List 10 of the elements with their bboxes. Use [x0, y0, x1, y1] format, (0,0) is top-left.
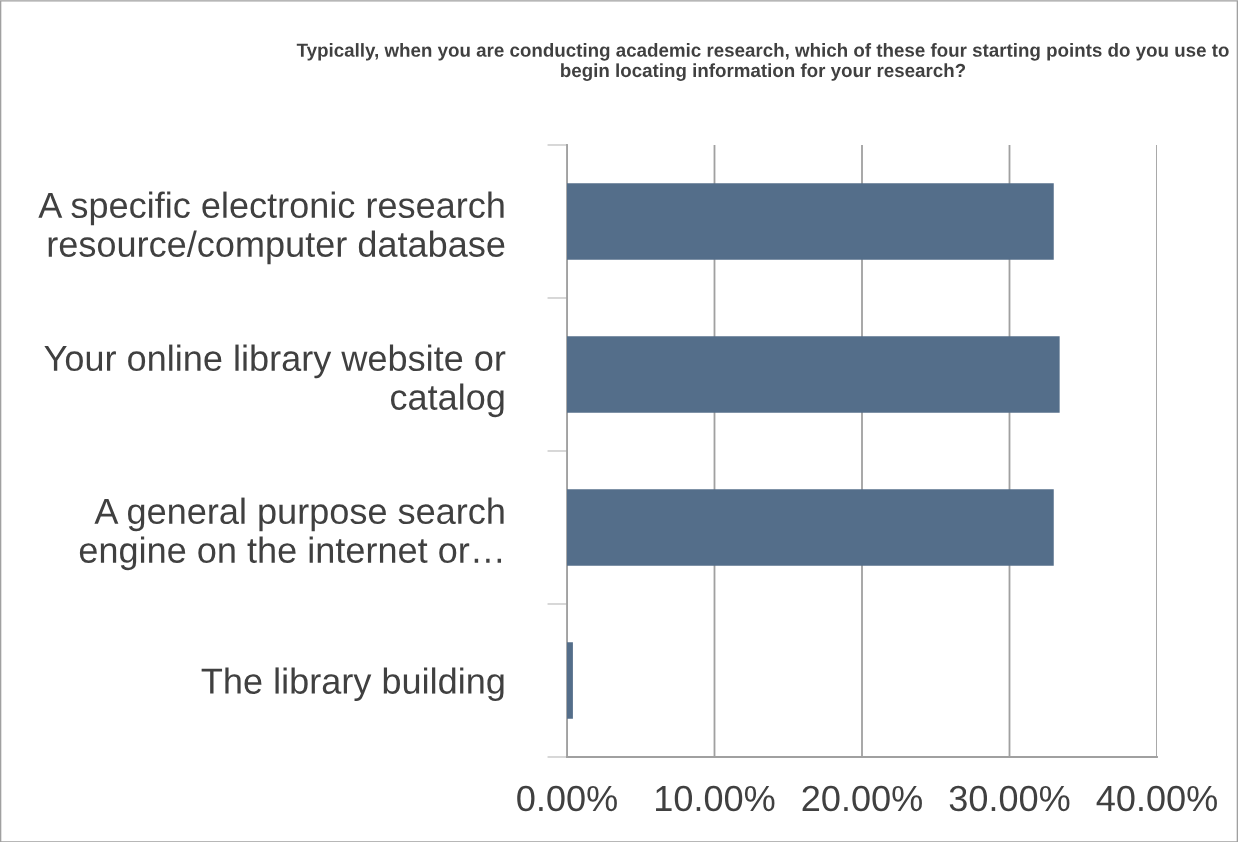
x-tick-label: 30.00% [949, 785, 1070, 812]
y-tick-label: A general purpose search engine on the internet or… [79, 497, 504, 571]
x-tick-label: 20.00% [802, 785, 922, 812]
x-tick-label: 40.00% [1096, 785, 1217, 812]
y-tick-label: Your online library website or catalog [44, 344, 506, 418]
x-tick-label: 0.00% [517, 785, 617, 812]
x-tick-label: 10.00% [656, 785, 775, 812]
y-tick-label: A specific electronic research resource/computer database [38, 191, 505, 265]
chart-title: Typically, when you are conducting academic research, which of these four starting points do you use to begin locating information for your research? [296, 43, 1229, 81]
y-tick-label: The library building [201, 667, 504, 702]
